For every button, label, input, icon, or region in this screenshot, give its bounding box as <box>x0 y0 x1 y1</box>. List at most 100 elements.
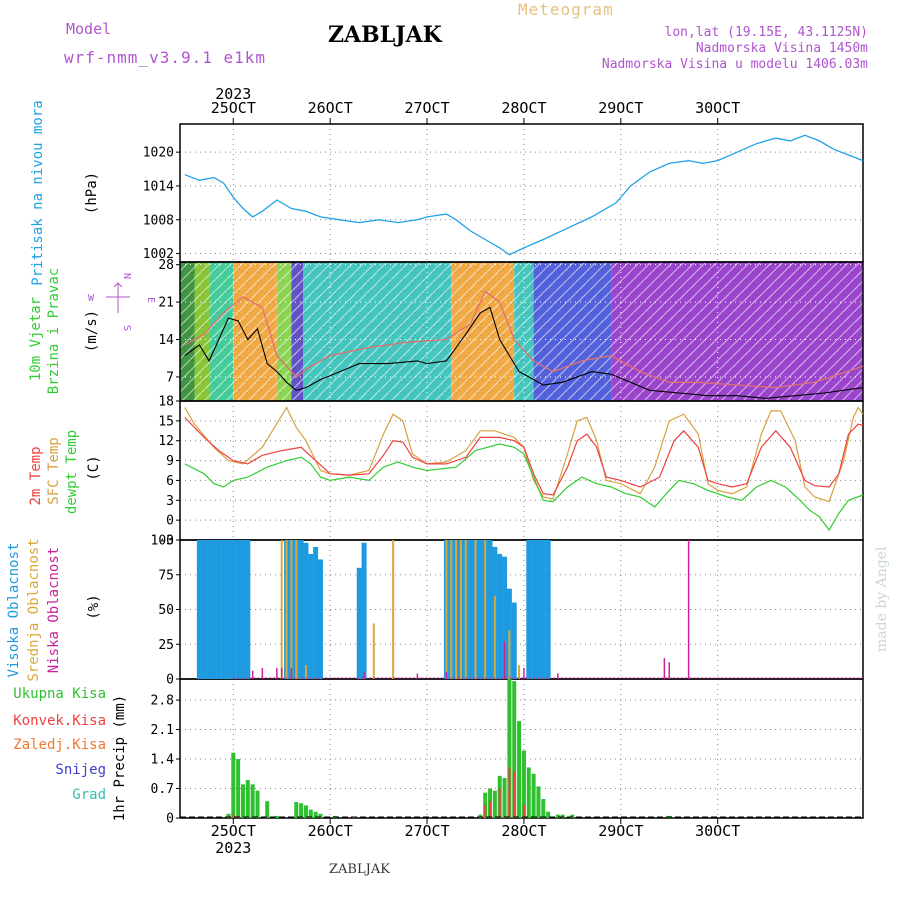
y-tick-label: 9 <box>166 454 174 469</box>
precip-bar-total <box>255 790 260 818</box>
cloud-bar-low <box>503 641 506 679</box>
y-tick-label: 0 <box>166 812 174 827</box>
cloud-bar-high <box>230 540 236 679</box>
panel-frame <box>179 678 864 819</box>
y-tick-label: 50 <box>158 603 174 618</box>
cloud-unit: (%) <box>86 594 102 619</box>
y-tick-label: 0 <box>166 514 174 529</box>
cloud-bar-mid <box>493 595 496 679</box>
cloud-bar-mid <box>484 540 487 679</box>
cloud-bar-high <box>487 540 493 679</box>
cloud-bar-high <box>221 540 227 679</box>
cloud-bar-high <box>206 540 212 679</box>
cloud-bar-high <box>245 540 251 679</box>
x-tick-label-top: 26OCT <box>308 99 353 117</box>
compass-w: W <box>88 293 95 304</box>
y-tick-label: 100 <box>151 534 174 549</box>
precip-bar-convective <box>498 788 501 818</box>
compass-s: S <box>121 325 132 331</box>
cloud-bar-high <box>196 540 202 679</box>
y-tick-label: 25 <box>158 638 174 653</box>
temp-unit: (C) <box>86 455 102 480</box>
wind-barbs <box>180 262 863 401</box>
precip-bar-convective <box>508 767 511 818</box>
cloud-bar-high <box>317 559 323 679</box>
cloud-bar-low <box>445 672 448 679</box>
cloud-bar-low <box>290 667 293 679</box>
cloud-bar-mid <box>285 540 288 679</box>
precip-bar-total <box>274 815 279 818</box>
cloud-bar-mid <box>304 665 307 679</box>
precip-bar-total <box>250 784 255 818</box>
temp-2m-title: 2m Temp <box>28 446 44 505</box>
year-label-bottom: 2023 <box>215 839 251 857</box>
precip-bar-total <box>507 679 512 818</box>
dewpt-title: dewpt Temp <box>64 430 80 514</box>
cloud-high-title: Visoka Oblacnost <box>6 543 22 678</box>
y-tick-label: 1020 <box>143 146 174 161</box>
cloud-bar-mid <box>474 540 477 679</box>
precip-bar-total <box>560 814 565 818</box>
precip-bar-total <box>536 786 541 818</box>
cloud-bar-mid <box>280 540 283 679</box>
cloud-bar-high <box>545 540 551 679</box>
panel-frame <box>179 400 864 541</box>
cloud-bar-high <box>502 556 508 679</box>
cloud-bar-low <box>663 658 666 679</box>
cloud-bar-mid <box>508 630 511 679</box>
watermark: made by Angel <box>874 546 890 652</box>
cloud-bar-high <box>531 540 537 679</box>
x-tick-label-bottom: 26OCT <box>308 822 353 840</box>
cloud-bar-high <box>526 540 532 679</box>
precip-bar-total <box>303 805 308 818</box>
cloud-bar-mid <box>518 665 521 679</box>
y-tick-label: 1.4 <box>151 753 175 768</box>
y-tick-label: 0 <box>166 673 174 688</box>
cloud-bar-high <box>298 540 304 679</box>
x-tick-label-bottom: 27OCT <box>404 822 449 840</box>
x-tick-label-top: 25OCT <box>211 99 256 117</box>
cloud-bar-high <box>511 602 517 679</box>
cloud-bar-mid <box>455 540 458 679</box>
y-tick-label: 18 <box>158 395 174 410</box>
precip-bar-total <box>521 750 526 818</box>
precip-legend-2: Zaledj.Kisa <box>13 737 106 753</box>
cloud-bar-high <box>477 540 483 679</box>
precip-bar-total <box>555 814 560 818</box>
precip-bar-total <box>492 790 497 818</box>
cloud-bar-high <box>308 553 314 679</box>
x-tick-label-top: 30OCT <box>695 99 740 117</box>
y-tick-label: 2.1 <box>151 723 174 738</box>
cloud-bar-high <box>216 540 222 679</box>
precip-bar-total <box>352 817 357 818</box>
y-tick-label: 6 <box>166 474 174 489</box>
precip-legend-1: Konvek.Kisa <box>13 713 106 729</box>
y-tick-label: 12 <box>158 434 174 449</box>
wind-speed-line <box>184 306 864 399</box>
model-label: Model <box>66 20 112 38</box>
precip-bar-total <box>526 767 531 818</box>
precip-bar-total <box>265 801 270 818</box>
precip-bar-total <box>531 773 536 818</box>
cloud-bar-high <box>201 540 207 679</box>
precip-bar-total <box>299 803 304 818</box>
cloud-bar-low <box>363 672 365 679</box>
footer-station: ZABLJAK <box>329 862 390 877</box>
cloud-bar-low <box>668 662 670 679</box>
y-tick-label: 2.8 <box>151 694 174 709</box>
wind-unit: (m/s) <box>84 310 100 352</box>
x-tick-label-bottom: 29OCT <box>598 822 643 840</box>
cloud-bar-low <box>261 667 264 679</box>
precip-bar-total <box>308 809 313 818</box>
compass-n: N <box>121 273 132 279</box>
precip-bar-total <box>236 759 241 818</box>
cloud-bar-low <box>416 673 419 679</box>
pressure-unit: (hPa) <box>84 172 100 214</box>
pressure-title: Pritisak na nivou mora <box>30 100 46 285</box>
precip-bar-total <box>240 784 245 818</box>
precip-bar-convective <box>484 805 487 818</box>
y-tick-label: 1002 <box>143 247 174 262</box>
y-tick-label: -3 <box>158 534 174 549</box>
cloud-bar-high <box>535 540 541 679</box>
coords-label: lon,lat (19.15E, 43.1125N) <box>664 25 869 40</box>
